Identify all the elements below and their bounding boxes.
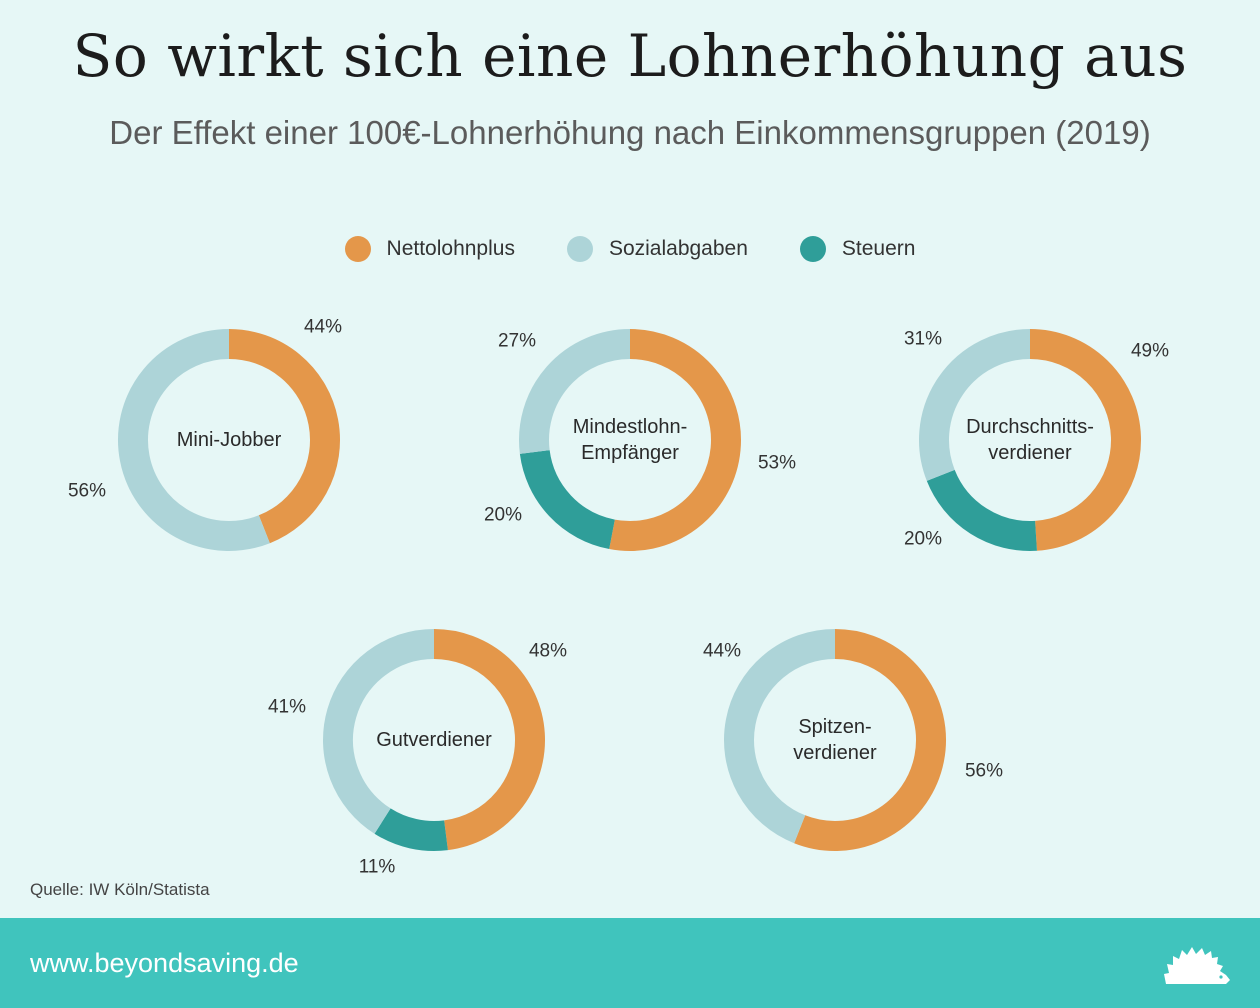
chart-title: So wirkt sich eine Lohnerhöhung aus bbox=[72, 22, 1188, 90]
legend-label: Nettolohnplus bbox=[386, 237, 515, 260]
donut-charts: 44% 56% Mini-Jobber 53% 20% 27% Mindestlohn- Em… bbox=[68, 317, 1169, 878]
legend-swatch-nettolohnplus bbox=[344, 236, 371, 262]
slice-percent-label: 44% bbox=[703, 641, 741, 662]
donut-center-label: Spitzen- bbox=[798, 716, 871, 738]
slice-percent-label: 48% bbox=[529, 641, 567, 662]
donut-slice-steuern bbox=[374, 808, 448, 851]
legend: Nettolohnplus Sozialabgaben Steuern bbox=[0, 236, 1260, 262]
donut-chart: 49% 20% 31% Durchschnitts-verdiener bbox=[904, 329, 1169, 551]
legend-item-sozialabgaben: Sozialabgaben bbox=[566, 236, 748, 262]
legend-swatch-sozialabgaben bbox=[566, 236, 593, 262]
donut-slice-sozialabgaben bbox=[919, 329, 1031, 481]
donut-slice-nettolohnplus bbox=[433, 629, 545, 851]
legend-item-nettolohnplus: Nettolohnplus bbox=[344, 236, 515, 262]
slice-percent-label: 56% bbox=[68, 481, 106, 502]
donut-chart: 44% 56% Mini-Jobber bbox=[68, 317, 342, 551]
donut-slice-nettolohnplus bbox=[609, 329, 741, 551]
footer-bar: www.beyondsaving.de bbox=[0, 918, 1260, 1008]
slice-percent-label: 31% bbox=[904, 329, 942, 350]
website-link[interactable]: www.beyondsaving.de bbox=[30, 948, 299, 978]
chart-subtitle: Der Effekt einer 100€-Lohnerhöhung nach … bbox=[109, 114, 1151, 151]
slice-percent-label: 41% bbox=[268, 697, 306, 718]
donut-slice-nettolohnplus bbox=[794, 629, 946, 851]
donut-center-label: Durchschnitts- bbox=[966, 416, 1094, 438]
donut-slice-sozialabgaben bbox=[724, 629, 836, 844]
slice-percent-label: 56% bbox=[965, 761, 1003, 782]
donut-slice-sozialabgaben bbox=[118, 329, 270, 551]
donut-slice-nettolohnplus bbox=[1029, 329, 1141, 551]
donut-center-label: Gutverdiener bbox=[376, 729, 492, 751]
slice-percent-label: 11% bbox=[359, 857, 396, 878]
slice-percent-label: 53% bbox=[758, 453, 796, 474]
donut-slice-steuern bbox=[926, 469, 1037, 551]
source-note: Quelle: IW Köln/Statista bbox=[30, 880, 210, 899]
donut-center-label: verdiener bbox=[793, 742, 877, 764]
donut-center-label: Mindestlohn- bbox=[573, 416, 688, 438]
slice-percent-label: 20% bbox=[904, 529, 942, 550]
legend-label: Steuern bbox=[841, 237, 916, 260]
legend-label: Sozialabgaben bbox=[608, 237, 748, 260]
donut-center-label: Mini-Jobber bbox=[177, 429, 282, 451]
donut-center-label: Empfänger bbox=[581, 442, 679, 464]
donut-slice-sozialabgaben bbox=[323, 629, 435, 834]
donut-chart: 56% 44% Spitzen-verdiener bbox=[703, 629, 1003, 851]
slice-percent-label: 27% bbox=[498, 331, 536, 352]
slice-percent-label: 20% bbox=[484, 505, 522, 526]
hedgehog-icon bbox=[1164, 947, 1230, 984]
donut-chart: 48% 11% 41% Gutverdiener bbox=[268, 629, 567, 878]
slice-percent-label: 49% bbox=[1131, 341, 1169, 362]
donut-slice-steuern bbox=[519, 449, 616, 550]
legend-swatch-steuern bbox=[799, 236, 826, 262]
donut-slice-sozialabgaben bbox=[519, 329, 631, 454]
donut-center-label: verdiener bbox=[988, 442, 1072, 464]
donut-chart: 53% 20% 27% Mindestlohn- Empfänger bbox=[484, 329, 796, 551]
donut-slice-nettolohnplus bbox=[228, 329, 340, 544]
legend-item-steuern: Steuern bbox=[799, 236, 916, 262]
slice-percent-label: 44% bbox=[304, 317, 342, 338]
